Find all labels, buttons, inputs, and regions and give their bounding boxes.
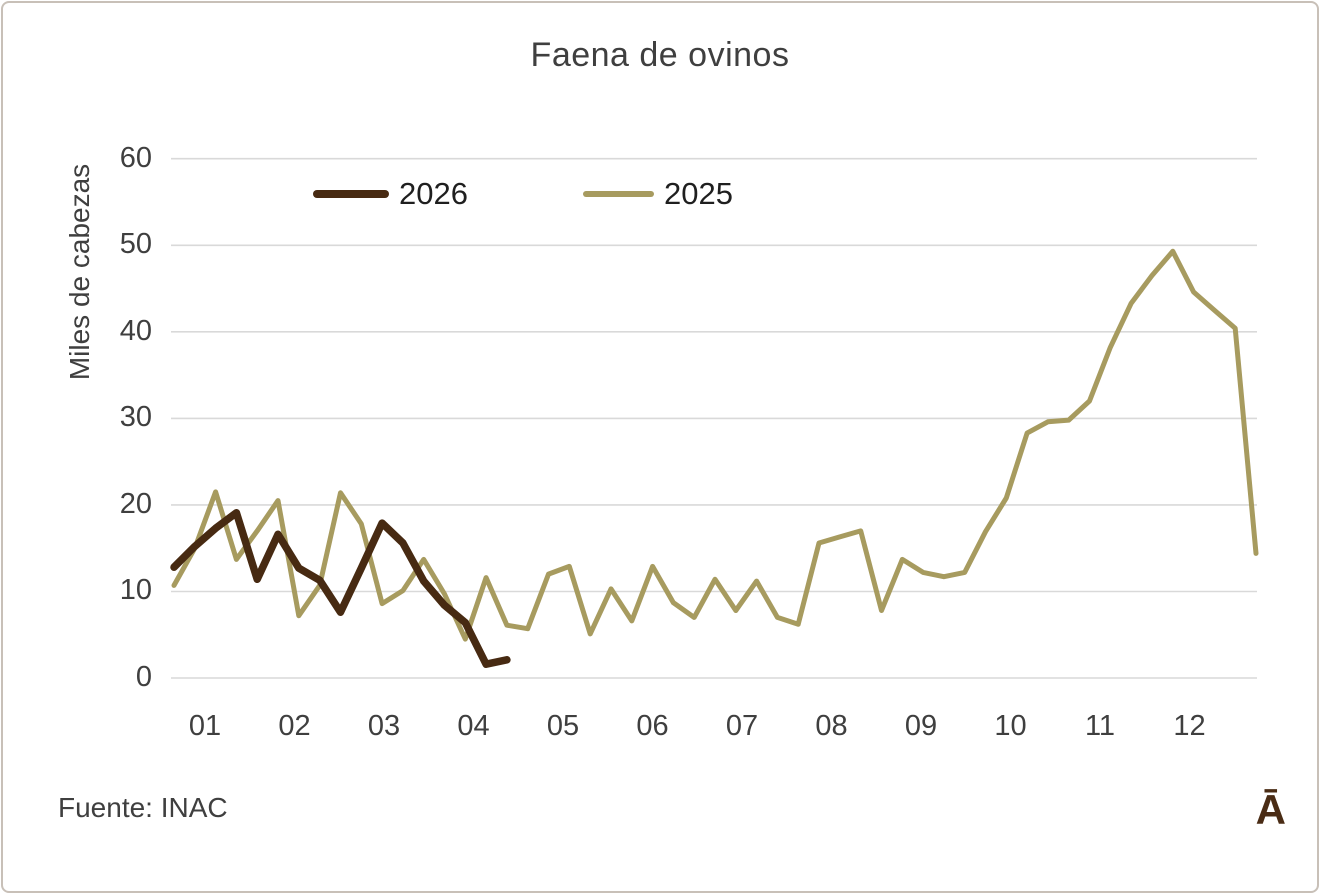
x-tick-label-08: 08 <box>815 710 848 742</box>
legend-swatch-2025 <box>583 191 654 197</box>
series-2025-line <box>171 248 1259 642</box>
legend-item-2026: 2026 <box>313 176 468 212</box>
x-tick-label-03: 03 <box>367 710 401 742</box>
source-note: Fuente: INAC <box>58 792 228 823</box>
x-tick-label-02: 02 <box>278 710 311 742</box>
x-tick-label-10: 10 <box>994 710 1027 742</box>
x-tick-label-01: 01 <box>188 710 222 742</box>
legend-label-2026: 2026 <box>399 176 468 211</box>
x-tick-label-07: 07 <box>725 710 759 742</box>
x-tick-label-06: 06 <box>636 710 669 742</box>
x-tick-label-09: 09 <box>904 710 938 742</box>
logo-mark: Ā <box>1255 786 1286 833</box>
y-tick-label-20: 20 <box>119 487 152 520</box>
y-tick-label-50: 50 <box>119 228 152 261</box>
y-tick-label-10: 10 <box>119 574 152 607</box>
y-tick-label-40: 40 <box>119 314 152 347</box>
legend-swatch-2026 <box>313 190 389 198</box>
legend-item-2025: 2025 <box>583 176 733 212</box>
x-tick-label-04: 04 <box>457 710 490 742</box>
x-tick-label-05: 05 <box>546 710 580 742</box>
y-tick-label-60: 60 <box>119 141 152 174</box>
series-2026-line <box>170 508 511 668</box>
y-tick-label-0: 0 <box>135 661 152 693</box>
y-tick-label-30: 30 <box>119 401 152 434</box>
chart-title: Faena de ovinos <box>530 36 790 74</box>
legend-label-2025: 2025 <box>664 176 733 211</box>
x-tick-label-11: 11 <box>1084 710 1116 742</box>
x-tick-label-12: 12 <box>1173 710 1206 742</box>
